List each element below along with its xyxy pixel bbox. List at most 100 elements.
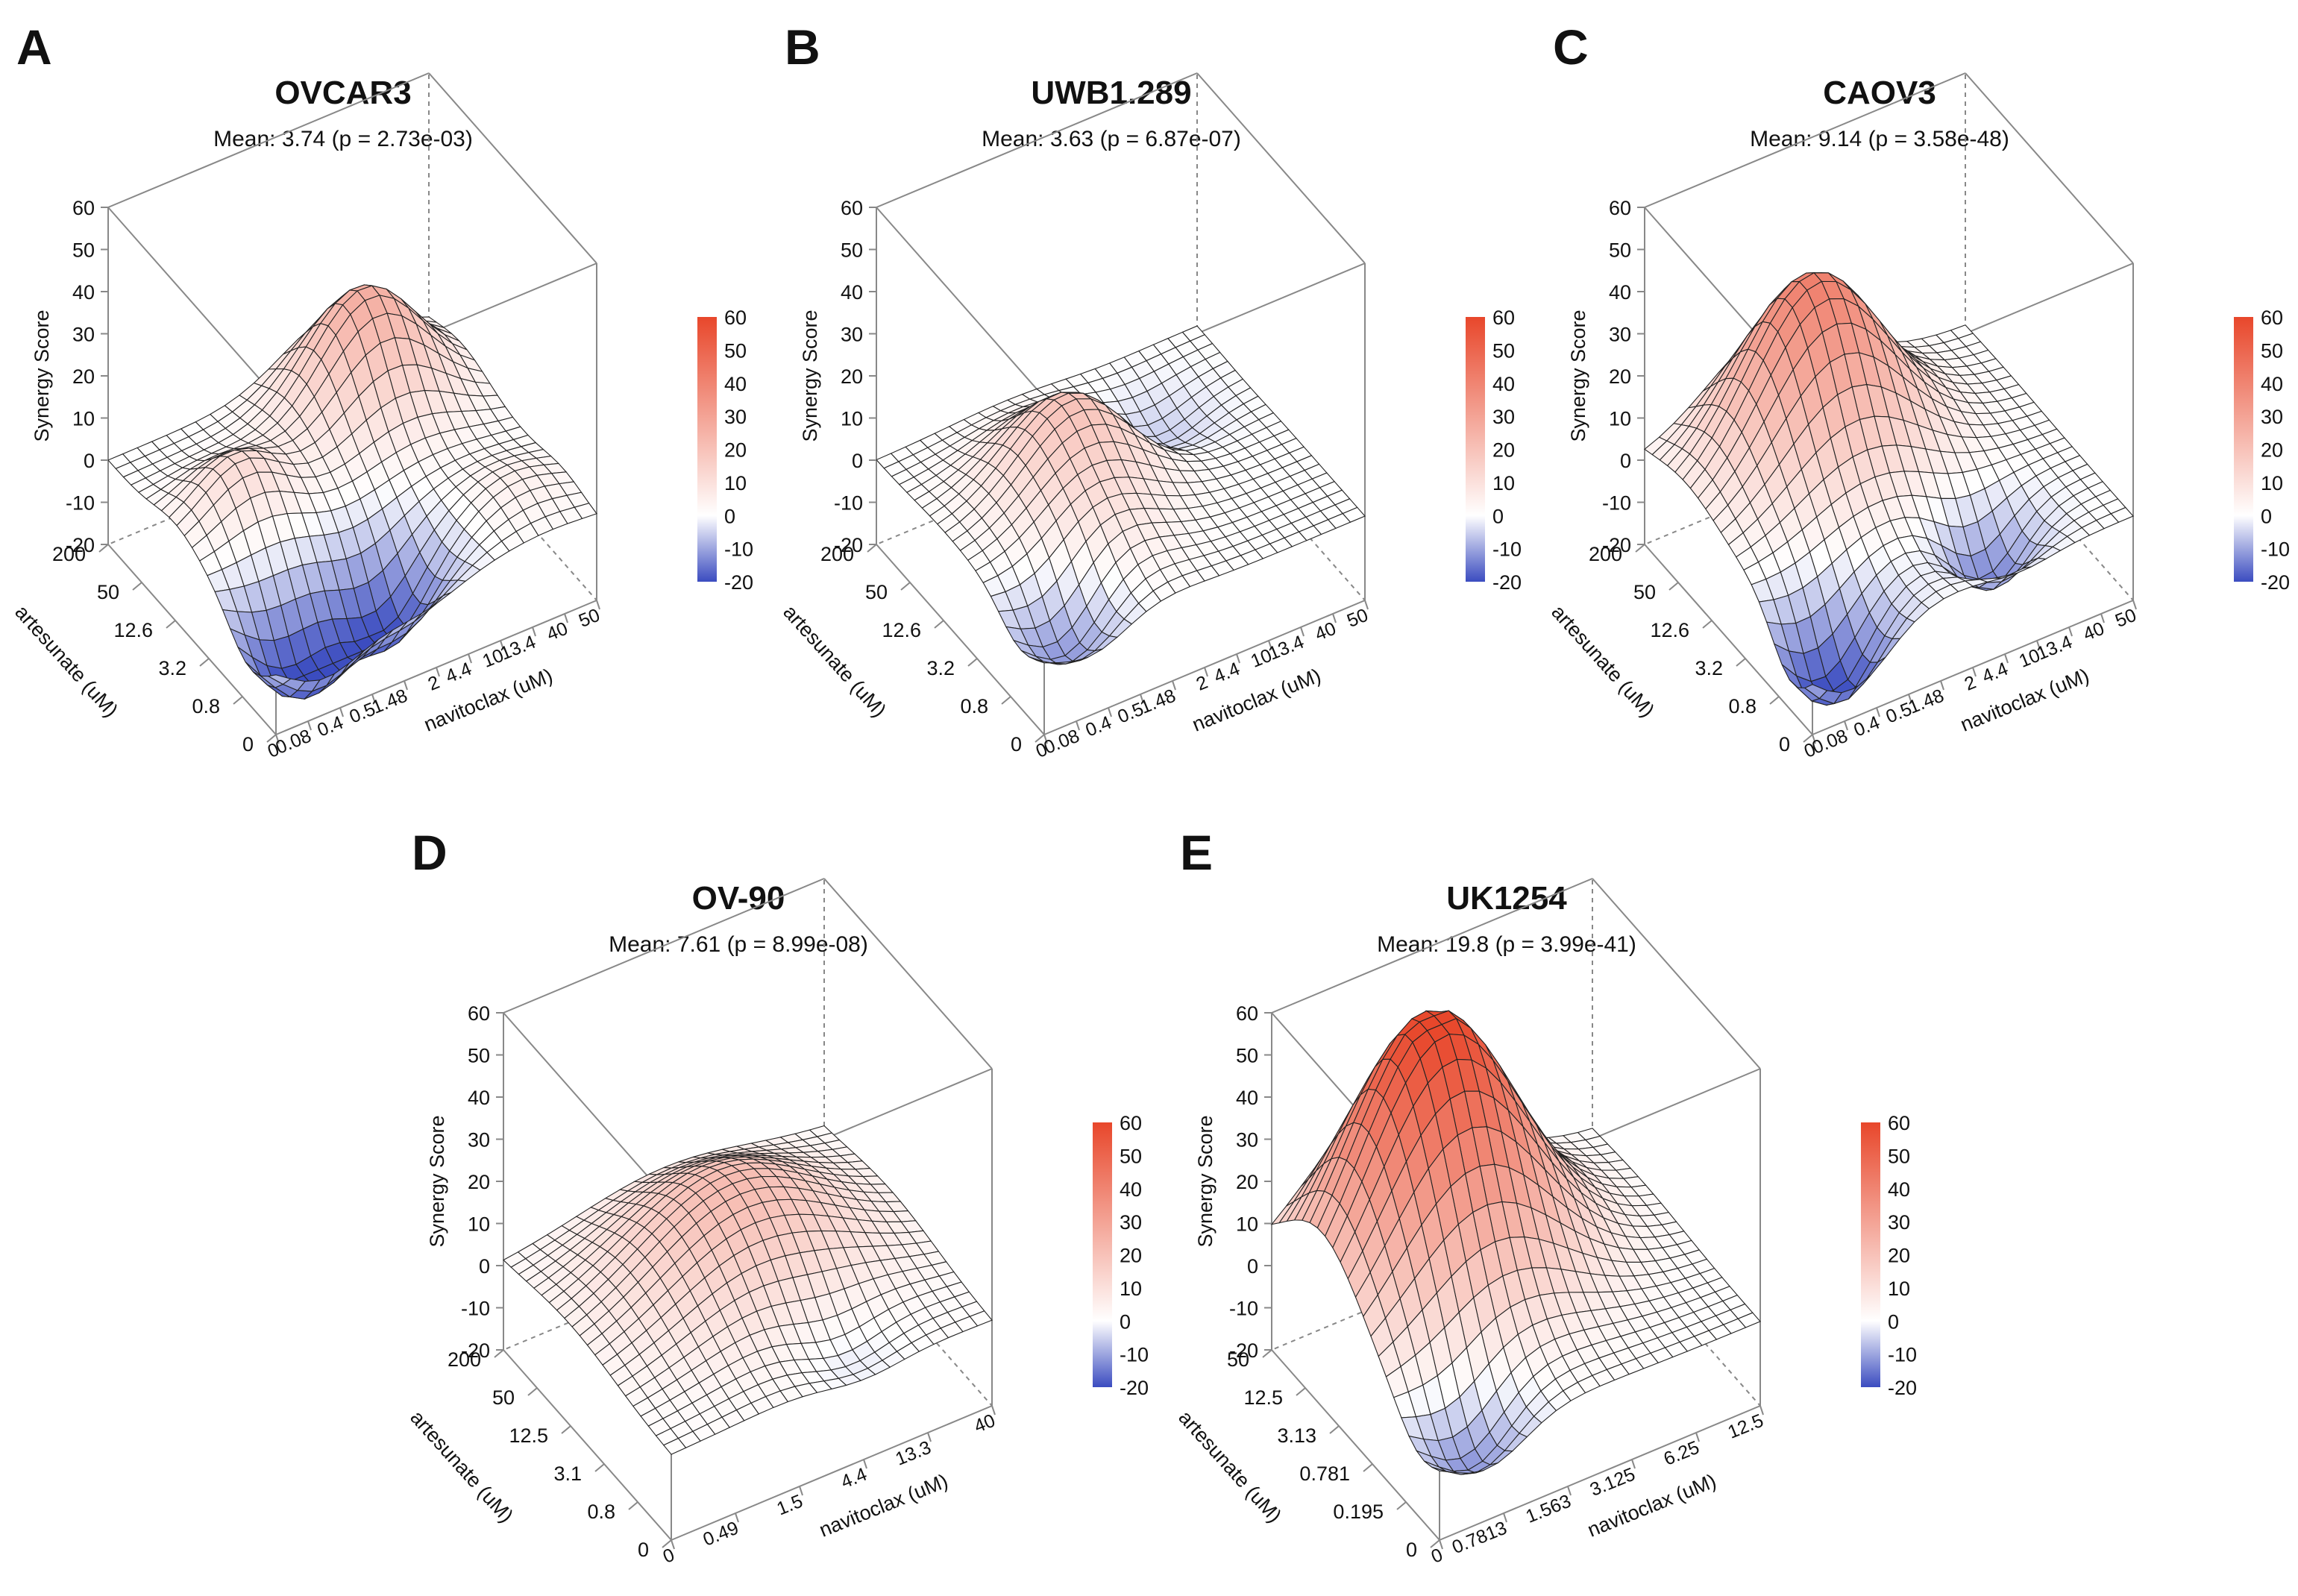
x-tick <box>1695 1432 1700 1442</box>
surface-mesh <box>1644 272 2134 706</box>
colorbar-tick-label: -10 <box>1120 1344 1149 1366</box>
x-tick <box>1043 734 1048 744</box>
z-tick-label: -20 <box>66 534 95 556</box>
x-tick <box>799 1486 803 1496</box>
surface-mesh <box>1270 1010 1761 1475</box>
x-tick-label: 0 <box>660 1545 677 1568</box>
panel-d: D OV-90 Mean: 7.61 (p = 8.99e-08) 60 50 40 30 2… <box>395 805 1156 1596</box>
z-tick-label: 20 <box>1236 1171 1258 1193</box>
y-tick-label: 50 <box>1227 1348 1249 1371</box>
surface-mesh <box>876 325 1366 665</box>
z-tick-label: -10 <box>834 492 863 515</box>
x-axis-label: navitoclax (uM) <box>1189 664 1324 735</box>
colorbar-tick-label: 0 <box>1888 1310 1899 1333</box>
z-tick-label: 50 <box>1236 1045 1258 1067</box>
colorbar <box>1093 1122 1112 1387</box>
z-tick-label: 50 <box>468 1045 490 1067</box>
z-tick-label: 60 <box>1236 1002 1258 1025</box>
x-tick-label: 13.4 <box>1266 632 1307 665</box>
x-tick <box>275 734 280 744</box>
x-tick <box>1076 720 1080 731</box>
surface-mesh <box>107 284 597 700</box>
y-axis-label: artesunate (uM) <box>10 601 122 722</box>
colorbar-tick-label: 40 <box>2261 373 2283 395</box>
colorbar-tick-label: -20 <box>2261 571 2290 594</box>
colorbar-tick-label: 10 <box>1492 472 1515 494</box>
z-tick-label: 60 <box>841 197 863 219</box>
x-tick <box>1236 653 1240 664</box>
x-tick <box>671 1539 675 1550</box>
colorbar-tick-label: 40 <box>1888 1178 1910 1201</box>
y-axis-label: artesunate (uM) <box>406 1407 518 1527</box>
y-tick <box>1736 658 1746 667</box>
colorbar-tick-label: 10 <box>724 472 747 494</box>
x-tick <box>468 653 472 664</box>
y-tick-label: 12.6 <box>882 619 921 641</box>
y-tick-label: 200 <box>820 543 854 565</box>
y-tick-label: 0 <box>242 733 254 755</box>
z-tick-label: 40 <box>1609 281 1631 304</box>
surface-cell <box>1431 1466 1454 1473</box>
z-tick-label: 30 <box>72 324 95 346</box>
x-tick <box>2036 640 2041 650</box>
z-tick-label: 0 <box>1620 450 1631 472</box>
panel-letter: D <box>412 825 448 880</box>
x-tick <box>404 680 408 691</box>
x-tick <box>1503 1512 1507 1523</box>
y-tick-label: 12.6 <box>1650 619 1689 641</box>
colorbar-tick-label: 60 <box>2261 307 2283 329</box>
surface-mesh <box>503 1125 993 1455</box>
y-tick-label: 0.195 <box>1333 1501 1384 1523</box>
y-tick <box>561 1425 571 1434</box>
z-tick-label: -20 <box>461 1339 490 1362</box>
y-tick-label: 12.5 <box>1243 1386 1283 1409</box>
x-tick-label: 1.48 <box>1137 685 1179 718</box>
x-axis-label: navitoclax (uM) <box>1957 664 2092 735</box>
z-tick-label: -20 <box>834 534 863 556</box>
y-tick <box>527 1387 538 1396</box>
y-tick <box>900 582 911 591</box>
x-tick-label: 1.563 <box>1523 1491 1574 1527</box>
z-tick-label: 50 <box>72 239 95 262</box>
y-tick <box>1363 1463 1373 1472</box>
x-tick <box>2004 653 2009 664</box>
panel-letter: B <box>785 19 820 75</box>
y-tick <box>1702 620 1712 629</box>
y-tick-label: 0 <box>1011 733 1022 755</box>
y-tick-label: 0.8 <box>192 695 220 717</box>
y-tick-label: 50 <box>492 1386 515 1409</box>
x-tick <box>1908 694 1912 704</box>
z-tick-label: 0 <box>479 1255 490 1278</box>
z-axis-label: Synergy Score <box>1567 310 1589 442</box>
y-tick <box>628 1501 638 1510</box>
z-tick-label: 20 <box>841 365 863 388</box>
y-tick <box>132 582 142 591</box>
x-tick <box>1567 1486 1572 1496</box>
z-tick-label: 10 <box>468 1213 490 1236</box>
colorbar-tick-label: 40 <box>1492 373 1515 395</box>
panel-b: B UWB1.289 Mean: 3.63 (p = 6.87e-07) 60 50 40… <box>768 0 1529 791</box>
x-tick <box>1332 613 1337 623</box>
y-tick <box>199 658 210 667</box>
colorbar-tick-label: 50 <box>2261 339 2283 362</box>
x-tick <box>1364 600 1369 610</box>
x-tick <box>596 600 600 610</box>
y-tick <box>594 1463 605 1472</box>
z-axis-label: Synergy Score <box>1194 1115 1217 1247</box>
z-tick-label: -10 <box>461 1298 490 1320</box>
colorbar-tick-label: 10 <box>2261 472 2283 494</box>
panel-e: E UK1254 Mean: 19.8 (p = 3.99e-41) 60 50 40 30… <box>1164 805 1924 1596</box>
x-tick-label: 2 <box>1193 672 1211 695</box>
colorbar-tick-label: 50 <box>1120 1145 1142 1167</box>
x-tick <box>1876 707 1880 717</box>
y-tick <box>1635 544 1645 553</box>
x-tick-label: 6.25 <box>1661 1437 1703 1470</box>
y-tick <box>166 620 176 629</box>
colorbar-tick-label: 20 <box>1120 1245 1142 1267</box>
y-tick-label: 3.2 <box>926 657 955 679</box>
surface-cell <box>1036 659 1059 664</box>
y-tick <box>1296 1387 1306 1396</box>
